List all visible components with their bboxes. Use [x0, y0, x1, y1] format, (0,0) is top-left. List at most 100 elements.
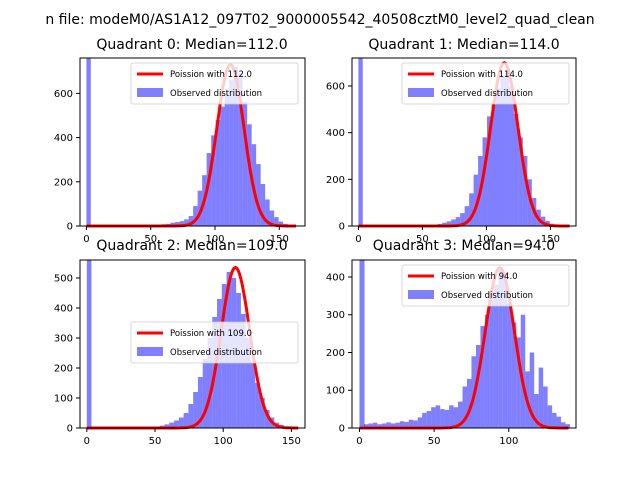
panel-2-hist-bar	[197, 377, 203, 428]
panel-0-hist-bar	[175, 222, 180, 226]
panel-0-legend: Poission with 112.0 Observed distributio…	[130, 62, 299, 105]
panel-2-hist-bar	[250, 362, 256, 428]
panel-2-ticks: 0 50 100 150 0 100 200 300 400 500	[54, 274, 301, 448]
panel-0-hist-bar	[188, 216, 194, 226]
panel-3-hist-bar	[552, 412, 557, 428]
panel-2-title: Quadrant 2: Median=109.0	[96, 238, 287, 254]
panel-1-legend: Poission with 114.0 Observed distributio…	[401, 62, 570, 105]
panel-quadrant-3: Quadrant 3: Median=94.0 0 50 100 0 100 200 300…	[326, 238, 577, 447]
panel-1-xtick-label: 100	[477, 234, 496, 245]
panel-3-hist-bar	[453, 407, 459, 428]
panel-3-title: Quadrant 3: Median=94.0	[373, 238, 555, 254]
panel-1-ytick-label: 200	[326, 175, 345, 186]
panel-1-hist-bar	[491, 104, 496, 226]
panel-2-hist-bar	[207, 338, 213, 428]
panel-3-hist-bar	[368, 423, 373, 428]
panel-1-hist-bar	[442, 222, 447, 226]
panel-3-hist-bar	[502, 273, 508, 428]
panel-0-hist-bar	[269, 210, 275, 226]
panel-3-ytick-label: 400	[326, 272, 345, 283]
panel-1-ytick-label: 400	[326, 128, 345, 139]
panel-1-hist-bar	[522, 156, 528, 226]
panel-0-legend-box	[130, 62, 299, 105]
panel-3-hist-bar	[480, 326, 485, 428]
panel-3-hist-bar	[466, 378, 472, 428]
panel-1-hist-bar	[509, 86, 514, 226]
panel-0-xtick-label: 0	[83, 234, 89, 245]
panel-3-ytick-label: 0	[339, 424, 345, 435]
panel-1-xtick-label: 0	[355, 234, 361, 245]
panel-2-hist-bar	[193, 392, 198, 428]
panel-1-legend-box	[401, 62, 570, 105]
panel-0-hist-bar	[206, 153, 212, 226]
panel-quadrant-2: Quadrant 2: Median=109.0 0 50 100 150 0 100 20…	[54, 238, 306, 448]
panel-3-hist-bar	[426, 411, 432, 428]
panel-0-legend-hist-swatch	[137, 88, 163, 97]
panel-quadrant-0: Quadrant 0: Median=112.0 0 50 100 150 0 200 40…	[54, 37, 306, 245]
panel-1-hist-bar	[460, 213, 465, 226]
panel-1-hist-bar	[500, 76, 505, 227]
panel-1-hist-bar	[513, 114, 519, 226]
panel-2-hist-bar	[169, 422, 175, 428]
panel-0-hist-bar	[242, 102, 248, 226]
panel-2-legend: Poission with 109.0 Observed distributio…	[130, 321, 299, 364]
panel-2-hist-bar	[260, 398, 265, 428]
panel-3-hist-bar	[449, 405, 454, 428]
panel-0-ytick-label: 200	[54, 177, 73, 188]
panel-2-hist-bar	[178, 417, 184, 428]
panel-3-xtick-label: 0	[356, 436, 362, 447]
panel-0-hist-bar	[260, 184, 266, 226]
panel-0-title: Quadrant 0: Median=112.0	[96, 37, 287, 53]
panel-0-ytick-label: 0	[67, 222, 73, 233]
panel-0-legend-hist-label: Observed distribution	[170, 89, 262, 99]
panel-2-hist-bar	[202, 359, 208, 428]
panel-2-legend-box	[130, 321, 299, 364]
panel-3-hist-bar	[462, 386, 467, 428]
panel-1-zero-bar	[358, 58, 363, 226]
panel-0-hist-bar	[224, 93, 230, 226]
panel-0-frame	[79, 57, 306, 227]
panel-0-hist-bar	[184, 219, 189, 226]
panel-3-hist-bar	[520, 314, 526, 428]
panel-2-frame	[79, 259, 306, 429]
panel-1-ytick-label: 0	[339, 222, 345, 233]
panel-1-xtick-label: 50	[416, 234, 429, 245]
panel-2-xtick-label: 50	[149, 436, 162, 447]
panel-3-hist-bar	[489, 292, 494, 428]
panel-3-hist-bar	[408, 419, 414, 428]
panel-1-ytick-label: 600	[326, 82, 345, 93]
panel-3-hist-bar	[390, 423, 396, 428]
panel-0-hist-bar	[229, 80, 234, 227]
panel-3-hist-bar	[543, 386, 548, 428]
panel-2-xtick-label: 0	[84, 436, 90, 447]
panel-0-hist-bar	[238, 73, 243, 226]
panel-3-hist-bar	[422, 412, 427, 428]
panel-3-hist-bar	[377, 424, 382, 428]
panel-3-hist-bar	[458, 401, 463, 428]
panel-3-hist-bar	[507, 303, 512, 428]
panel-3-legend-box	[401, 264, 570, 307]
panel-3-hist-bar	[440, 409, 445, 428]
panel-3-hist-bar	[444, 409, 450, 428]
panel-3-hist-bar	[484, 314, 490, 428]
panel-2-hist-bar	[255, 383, 260, 428]
panel-3-hist-bar	[534, 394, 539, 428]
panel-2-xtick-label: 100	[214, 436, 233, 447]
panel-2-legend-hist-label: Observed distribution	[170, 348, 262, 358]
panel-3-xtick-label: 50	[428, 436, 441, 447]
panel-3-hist-bar	[363, 424, 369, 428]
panel-3-ytick-label: 100	[326, 386, 345, 397]
panel-3-hist-bar	[511, 322, 517, 428]
panel-1-ticks: 0 50 100 150 0 200 400 600	[326, 82, 560, 246]
panel-1-legend-hist-label: Observed distribution	[441, 89, 533, 99]
panel-3-hist-bar	[561, 422, 566, 428]
panel-2-ytick-label: 300	[54, 334, 73, 345]
panel-1-hist-bar	[451, 219, 456, 226]
panel-1-hist-bar	[482, 137, 488, 226]
panel-3-hist-bar	[547, 405, 553, 428]
panel-3-hist-bar	[538, 367, 544, 428]
panel-3-ytick-label: 300	[326, 310, 345, 321]
panel-3-hist-bar	[386, 422, 391, 428]
panel-3-hist-bar	[475, 344, 481, 428]
panel-0-hist-bar	[278, 221, 284, 226]
